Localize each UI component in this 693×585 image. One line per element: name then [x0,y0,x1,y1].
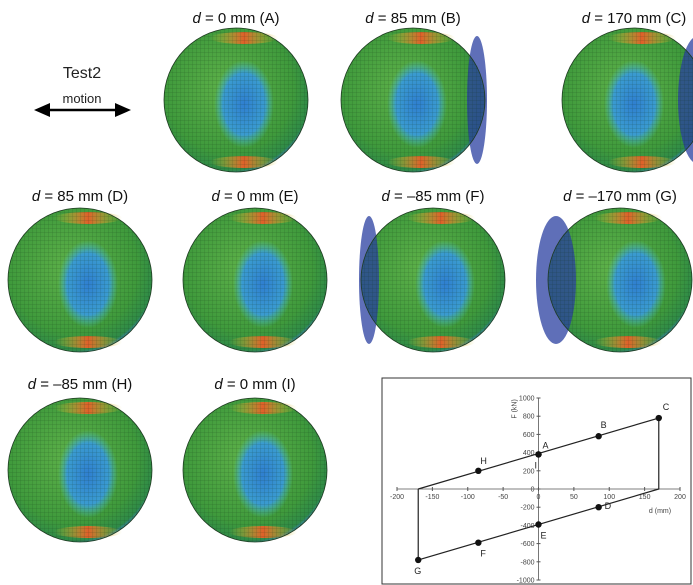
mesh [8,208,152,352]
panel: d = 0 mm (E) [183,188,327,352]
y-tick-label: 1000 [519,396,535,403]
x-tick-label: 200 [674,494,686,501]
panel-text: = –85 mm (F) [390,188,485,205]
panel: d = 85 mm (D) [8,188,152,352]
mesh [183,208,327,352]
point [535,451,541,457]
x-tick-label: -200 [390,494,404,501]
panel-text: = 170 mm (C) [590,10,686,27]
y-tick-label: -200 [520,505,534,512]
y-tick-label: -800 [520,559,534,566]
point-label: G [414,566,421,576]
mesh [341,28,485,172]
panel-title: d = 85 mm (D) [32,188,128,205]
motion-title: Test2 [63,65,101,82]
mesh [164,28,308,172]
point [415,557,421,563]
panel-title: d = 0 mm (A) [192,10,279,27]
mesh [183,398,327,542]
mesh [548,208,692,352]
point-label: D [605,501,612,511]
chart-frame [382,378,691,584]
panel-title: d = 0 mm (E) [211,188,298,205]
figure: Test2 motion d = 0 mm (A) d = 85 mm (B) d … [0,0,693,585]
x-tick-label: 50 [570,494,578,501]
point [475,468,481,474]
panel-text: = 0 mm (A) [201,10,280,27]
panel-title: d = –85 mm (F) [382,188,485,205]
y-tick-label: -1000 [517,578,535,585]
point-label: E [541,530,547,540]
x-tick-label: -50 [498,494,508,501]
point [475,539,481,545]
point-label: H [480,456,487,466]
panel: d = –85 mm (F) [359,188,505,352]
panel: d = 170 mm (C) [562,10,693,172]
motion-label: motion [62,91,101,106]
point [656,415,662,421]
y-tick-label: 0 [531,487,535,494]
panel: d = 0 mm (I) [183,376,327,542]
y-tick-label: -600 [520,541,534,548]
y-axis-label: F (kN) [512,399,519,418]
point [535,521,541,527]
point [595,504,601,510]
panel-title: d = –170 mm (G) [563,188,677,205]
panel-title: d = 170 mm (C) [582,10,687,27]
mesh [8,398,152,542]
point-label: B [601,420,607,430]
panel-title: d = –85 mm (H) [28,376,133,393]
panel-title: d = 85 mm (B) [365,10,460,27]
x-tick-label: 150 [639,494,651,501]
x-tick-label: 100 [603,494,615,501]
x-tick-label: -150 [425,494,439,501]
point-label: C [663,402,670,412]
y-tick-label: 800 [523,414,535,421]
motion-legend: Test2 motion [34,65,131,117]
panel-text: = –85 mm (H) [36,376,132,393]
panel: d = 85 mm (B) [341,10,487,172]
panel-text: = 85 mm (B) [374,10,461,27]
panel-title: d = 0 mm (I) [214,376,295,393]
point [595,433,601,439]
x-tick-label: -100 [461,494,475,501]
y-tick-label: 200 [523,468,535,475]
panel: d = 0 mm (A) [164,10,308,172]
panel-text: = –170 mm (G) [571,188,676,205]
y-tick-label: 600 [523,432,535,439]
x-tick-label: 0 [537,494,541,501]
panel: d = –170 mm (G) [536,188,692,352]
panel: d = –85 mm (H) [8,376,152,542]
point-label: F [480,549,486,559]
panel-text: = 0 mm (E) [220,188,299,205]
x-axis-label: d (mm) [649,508,671,515]
panel-text: = 85 mm (D) [40,188,128,205]
point-label: I [535,460,538,470]
mesh [361,208,505,352]
point-label: A [543,440,549,450]
mesh [562,28,693,172]
panel-text: = 0 mm (I) [223,376,296,393]
